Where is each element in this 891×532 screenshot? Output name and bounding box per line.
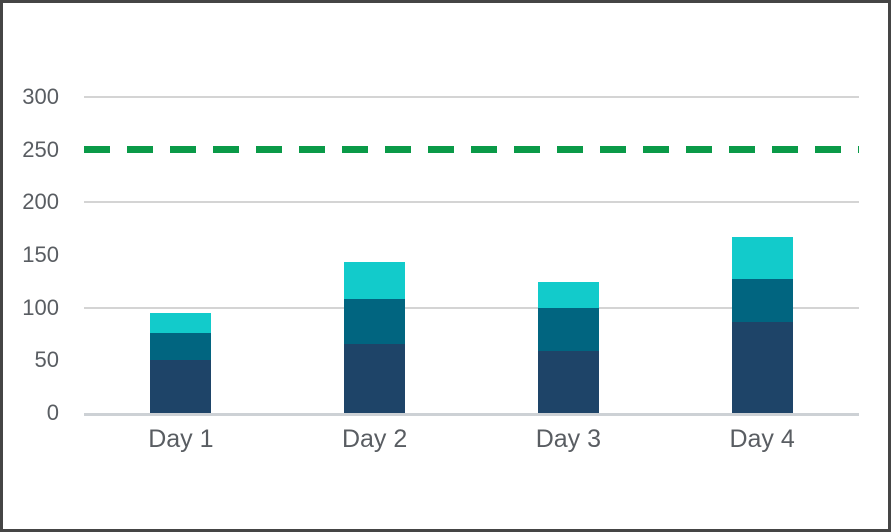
bar-day-1 xyxy=(150,312,212,413)
y-gridline-100 xyxy=(84,306,859,309)
bar-day-4 xyxy=(731,237,793,413)
y-axis-tick-label-50: 50 xyxy=(34,347,59,373)
y-axis-tick-label-0: 0 xyxy=(46,400,59,425)
x-axis-category-label-4: Day 4 xyxy=(729,425,795,453)
top-segment-cyan xyxy=(150,312,212,333)
x-axis-category-label-2: Day 2 xyxy=(341,425,408,453)
x-axis-category-label-1: Day 1 xyxy=(148,425,214,453)
x-axis-baseline xyxy=(84,413,859,416)
y-axis-tick-label-200: 200 xyxy=(22,189,59,215)
y-axis-tick-label-150: 150 xyxy=(22,242,59,268)
y-axis-tick-label-100: 100 xyxy=(22,294,59,320)
target-reference-line xyxy=(84,146,859,154)
middle-segment-teal xyxy=(731,279,793,323)
bottom-segment-navy xyxy=(537,350,599,413)
bottom-segment-navy xyxy=(344,343,406,413)
bottom-segment-navy xyxy=(150,360,212,413)
top-segment-cyan xyxy=(344,262,406,300)
y-gridline-300 xyxy=(84,96,859,99)
top-segment-cyan xyxy=(537,282,599,308)
y-axis-tick-label-250: 250 xyxy=(22,136,59,162)
middle-segment-teal xyxy=(344,299,406,344)
y-gridline-200 xyxy=(84,201,859,204)
middle-segment-teal xyxy=(537,307,599,351)
bar-day-2 xyxy=(344,262,406,413)
x-axis-category-label-3: Day 3 xyxy=(535,425,602,453)
middle-segment-teal xyxy=(150,332,212,361)
top-segment-cyan xyxy=(731,237,793,280)
bar-day-3 xyxy=(537,282,599,413)
bottom-segment-navy xyxy=(731,322,793,413)
y-axis-tick-label-300: 300 xyxy=(22,84,59,110)
